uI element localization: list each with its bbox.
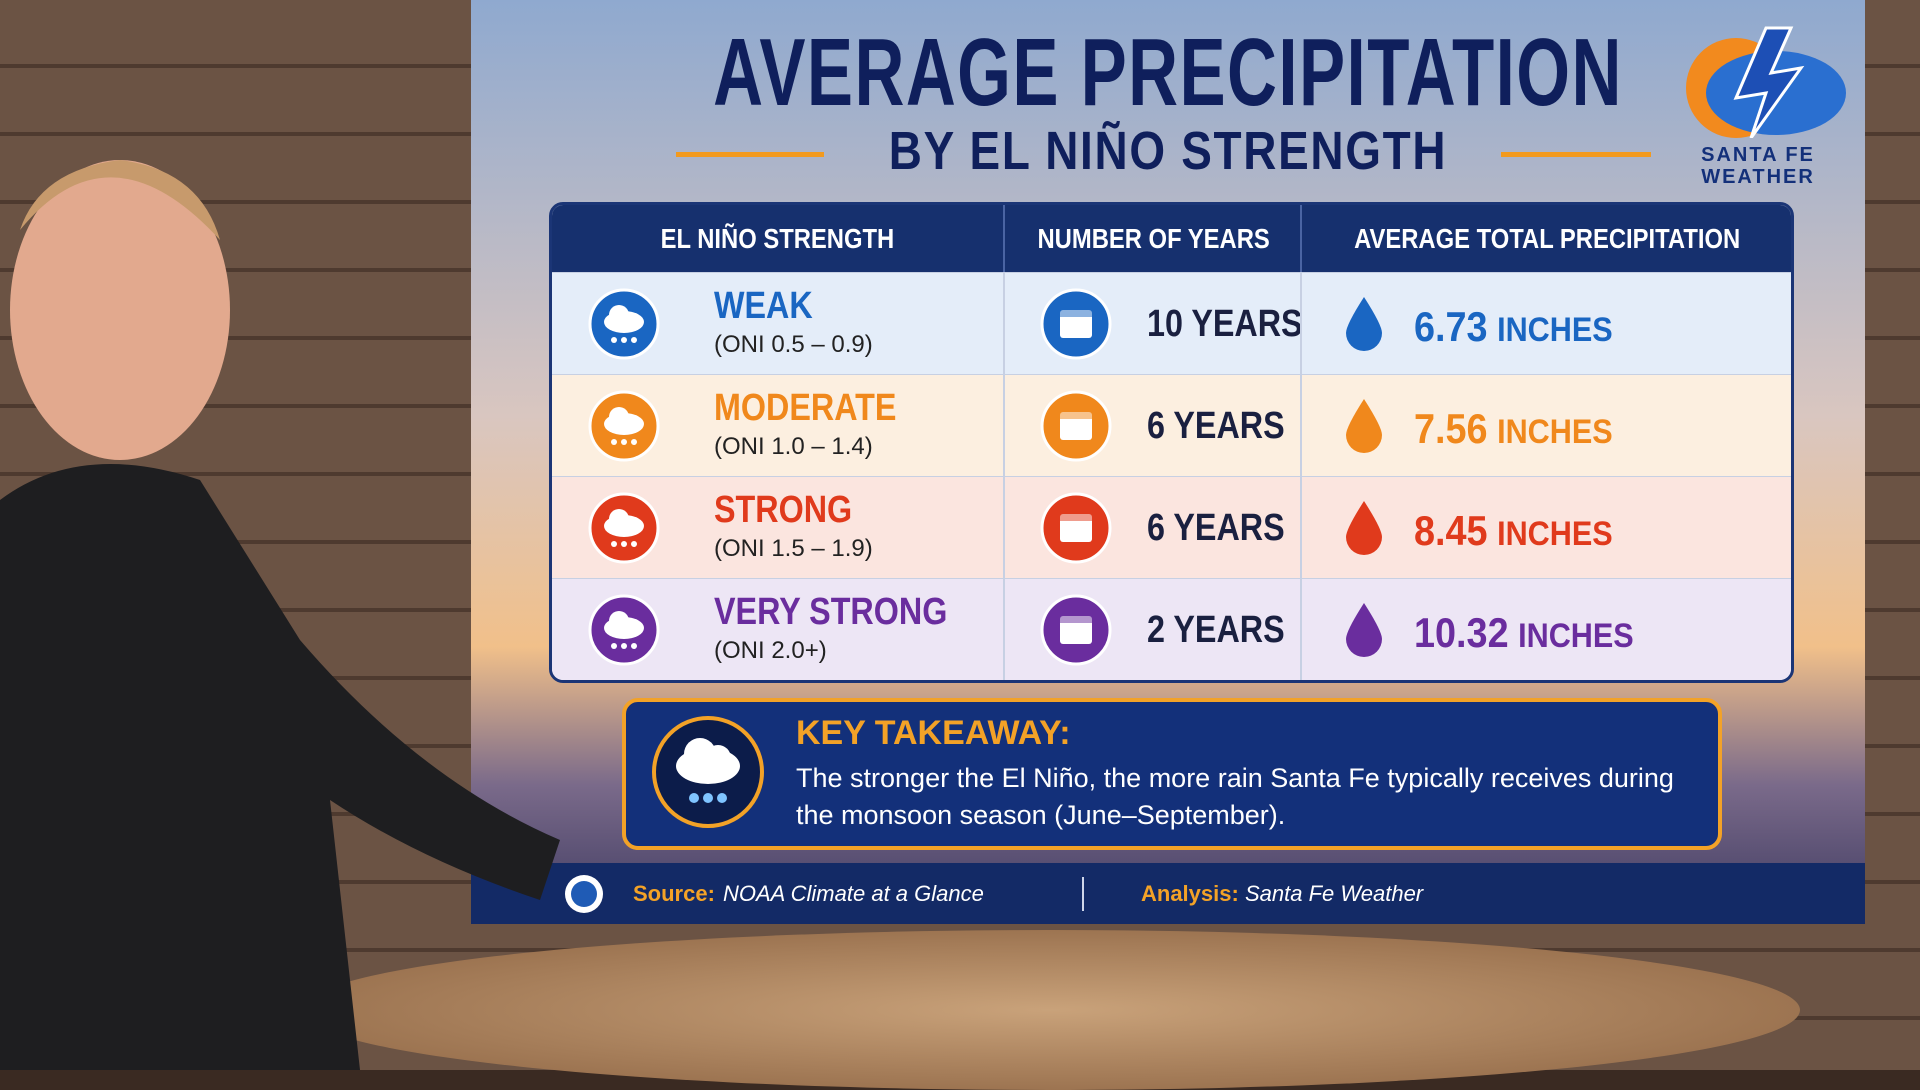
- table-row: WEAK (ONI 0.5 – 0.9) 10 YEARS 6.73 INCHES: [552, 272, 1791, 374]
- calendar-icon: [1040, 288, 1112, 360]
- precipitation: 8.45 INCHES: [1414, 507, 1613, 555]
- table-row: VERY STRONG (ONI 2.0+) 2 YEARS 10.32 INCHES: [552, 578, 1791, 680]
- precip-unit: INCHES: [1497, 413, 1613, 451]
- takeaway-icon: [652, 716, 764, 828]
- column-header: NUMBER OF YEARS: [1003, 205, 1302, 272]
- years: 6 YEARS: [1147, 507, 1285, 549]
- oni-range: (ONI 0.5 – 0.9): [714, 331, 873, 358]
- precipitation: 10.32 INCHES: [1414, 609, 1634, 657]
- divider: [1003, 273, 1005, 374]
- title: AVERAGE PRECIPITATION: [713, 19, 1623, 126]
- divider: [1300, 375, 1302, 476]
- rain-icon: [588, 492, 660, 564]
- analysis-label: Analysis:: [1141, 881, 1239, 906]
- column-header: EL NIÑO STRENGTH: [552, 205, 1003, 272]
- precip-value: 10.32: [1414, 609, 1509, 656]
- logo-text: WEATHER: [1701, 166, 1815, 188]
- precip-unit: INCHES: [1518, 617, 1634, 655]
- takeaway-text: The stronger the El Niño, the more rain …: [796, 763, 1674, 830]
- rain-icon: [588, 594, 660, 666]
- precip-unit: INCHES: [1497, 311, 1613, 349]
- strength: MODERATE: [714, 387, 897, 429]
- drop-icon: [1346, 501, 1382, 555]
- strength: VERY STRONG: [714, 591, 948, 633]
- presenter: [0, 160, 560, 1070]
- precip-gap: [1488, 512, 1498, 554]
- takeaway-box: KEY TAKEAWAY: The stronger the El Niño, …: [622, 698, 1722, 850]
- analysis: Santa Fe Weather: [1245, 881, 1424, 906]
- divider: [1300, 579, 1302, 680]
- drop-icon: [1346, 297, 1382, 351]
- precip-unit: INCHES: [1497, 515, 1613, 553]
- calendar-icon: [1040, 594, 1112, 666]
- table: EL NIÑO STRENGTH NUMBER OF YEARS AVERAGE T…: [549, 202, 1794, 683]
- rule: [676, 152, 824, 157]
- drop-icon: [1346, 399, 1382, 453]
- column-header: AVERAGE TOTAL PRECIPITATION: [1300, 205, 1791, 272]
- noaa-logo: [565, 875, 603, 913]
- drop-icon: [1346, 603, 1382, 657]
- source-label: Source:: [633, 881, 715, 906]
- rule: [1501, 152, 1651, 157]
- divider: [1003, 579, 1005, 680]
- divider: [1003, 477, 1005, 578]
- column-header-text: AVERAGE TOTAL PRECIPITATION: [1354, 223, 1741, 254]
- precipitation: 7.56 INCHES: [1414, 405, 1613, 453]
- precip-gap: [1488, 308, 1498, 350]
- studio-floor: [300, 930, 1800, 1090]
- calendar-icon: [1040, 390, 1112, 462]
- precip-gap: [1509, 614, 1519, 656]
- column-header-text: EL NIÑO STRENGTH: [660, 223, 895, 254]
- rain-icon: [588, 288, 660, 360]
- oni-range: (ONI 2.0+): [714, 637, 827, 664]
- divider: [1003, 375, 1005, 476]
- oni-range: (ONI 1.0 – 1.4): [714, 433, 873, 460]
- logo-icon: [1686, 26, 1846, 139]
- subtitle: BY EL NIÑO STRENGTH: [888, 121, 1448, 181]
- divider: [1300, 477, 1302, 578]
- calendar-icon: [1040, 492, 1112, 564]
- precip-value: 6.73: [1414, 303, 1488, 350]
- column-header-text: NUMBER OF YEARS: [1037, 223, 1270, 254]
- years: 2 YEARS: [1147, 609, 1285, 651]
- precip-value: 8.45: [1414, 507, 1488, 554]
- strength: STRONG: [714, 489, 853, 531]
- oni-range: (ONI 1.5 – 1.9): [714, 535, 873, 562]
- logo-text: SANTA FE: [1701, 144, 1815, 166]
- years: 10 YEARS: [1147, 303, 1303, 345]
- table-row: STRONG (ONI 1.5 – 1.9) 6 YEARS 8.45 INCHES: [552, 476, 1791, 578]
- divider: [1082, 877, 1084, 911]
- table-row: MODERATE (ONI 1.0 – 1.4) 6 YEARS 7.56 INCHE…: [552, 374, 1791, 476]
- precipitation: 6.73 INCHES: [1414, 303, 1613, 351]
- display-board: AVERAGE PRECIPITATION BY EL NIÑO STRENGT…: [471, 0, 1865, 924]
- years: 6 YEARS: [1147, 405, 1285, 447]
- precip-gap: [1488, 410, 1498, 452]
- footer: Source: NOAA Climate at a Glance Analysi…: [471, 863, 1865, 924]
- takeaway-title: KEY TAKEAWAY:: [796, 714, 1071, 752]
- strength: WEAK: [714, 285, 813, 327]
- rain-icon: [588, 390, 660, 462]
- divider: [1300, 273, 1302, 374]
- precip-value: 7.56: [1414, 405, 1488, 452]
- logo: SANTA FE WEATHER: [1666, 18, 1850, 190]
- source: NOAA Climate at a Glance: [723, 881, 984, 906]
